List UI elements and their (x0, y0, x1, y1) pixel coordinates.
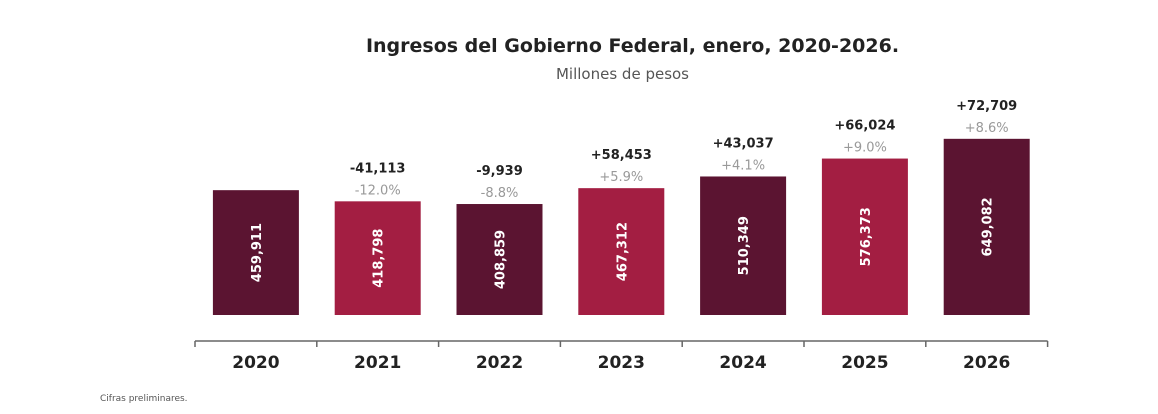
bar-2020 (212, 190, 299, 315)
change-pct-label: -12.0% (355, 183, 401, 198)
change-pct-label: +8.6% (965, 121, 1009, 136)
change-pct-label: -8.8% (481, 186, 519, 201)
change-pct-label: +4.1% (721, 158, 765, 173)
bar-2023 (578, 188, 665, 315)
change-abs-label: -41,113 (350, 161, 406, 176)
x-tick-label: 2023 (598, 353, 645, 373)
bar-value-label: 459,911 (250, 223, 265, 282)
bar-value-label: 418,798 (372, 229, 387, 288)
x-tick-label: 2022 (476, 353, 523, 373)
x-tick-label: 2024 (719, 353, 766, 373)
footnote: Cifras preliminares. (100, 394, 188, 404)
chart-title: Ingresos del Gobierno Federal, enero, 20… (365, 35, 900, 57)
bar-value-label: 408,859 (494, 230, 509, 289)
change-pct-label: +5.9% (599, 170, 643, 185)
x-tick-label: 2020 (232, 353, 279, 373)
chart-subtitle: Millones de pesos (555, 65, 689, 83)
change-abs-label: +43,037 (713, 136, 774, 151)
bar-2021 (334, 201, 421, 315)
change-abs-label: +72,709 (956, 99, 1017, 114)
bar-2024 (700, 176, 787, 315)
x-tick-label: 2026 (963, 353, 1010, 373)
change-abs-label: +58,453 (591, 148, 652, 163)
bar-value-label: 649,082 (981, 197, 996, 256)
bar-value-label: 510,349 (737, 216, 752, 275)
x-tick-label: 2025 (841, 353, 888, 373)
x-tick-label: 2021 (354, 353, 401, 373)
change-abs-label: -9,939 (476, 164, 523, 179)
bar-value-label: 467,312 (615, 222, 630, 281)
change-pct-label: +9.0% (843, 141, 887, 156)
bar-2026 (943, 138, 1030, 315)
bar-value-label: 576,373 (859, 207, 874, 266)
change-abs-label: +66,024 (834, 119, 895, 134)
bar-2022 (456, 204, 543, 315)
bar-2025 (821, 158, 908, 315)
